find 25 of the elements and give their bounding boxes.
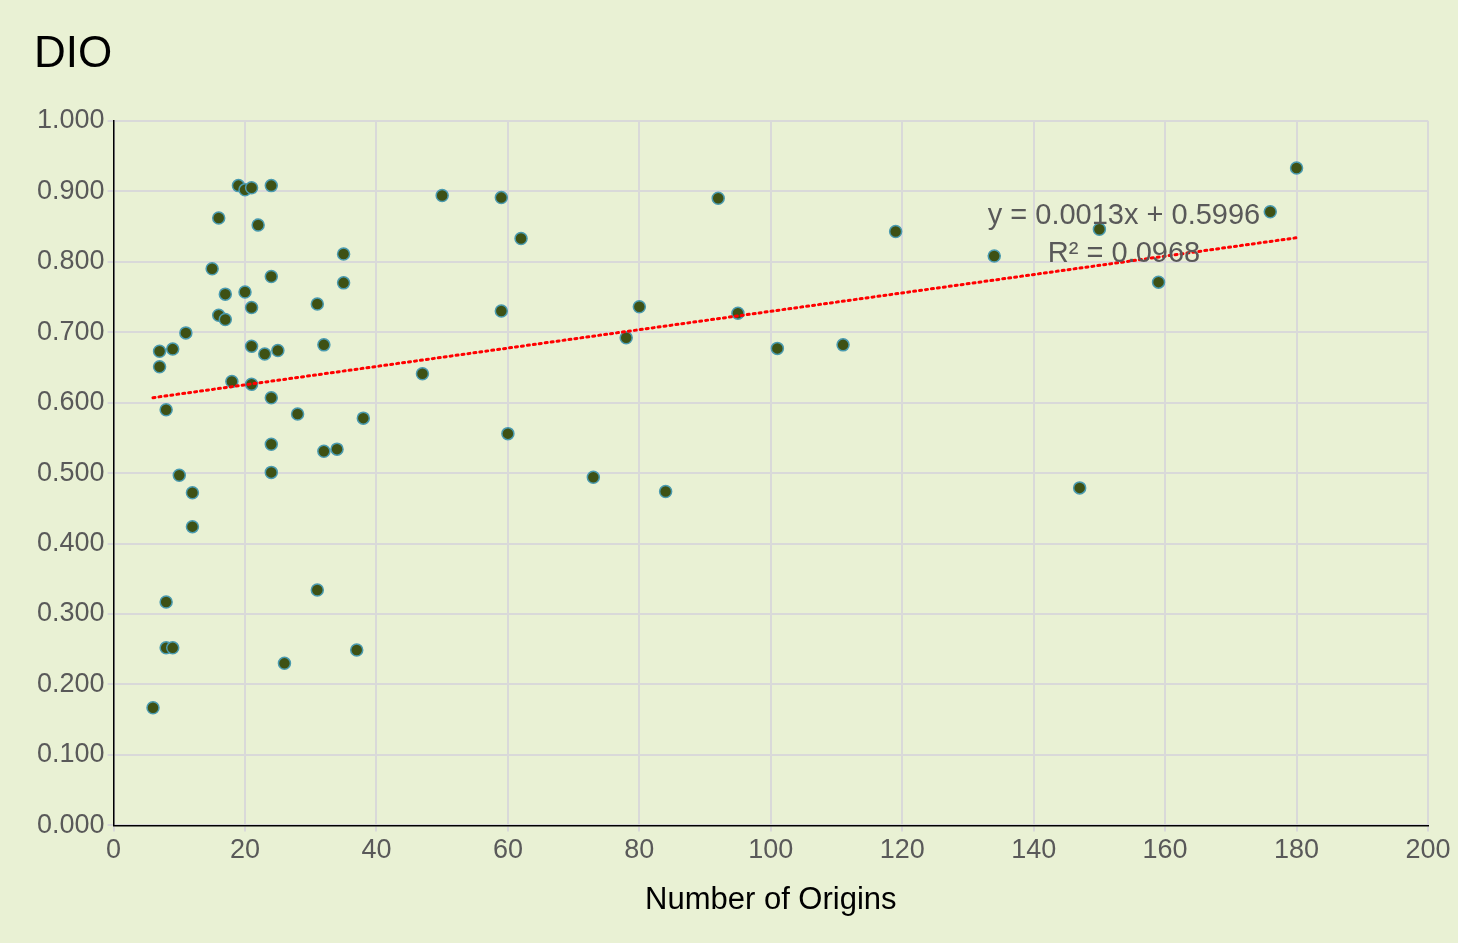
x-tick-label: 40 bbox=[361, 834, 392, 865]
x-tick-label: 140 bbox=[1011, 834, 1057, 865]
x-tick-label: 200 bbox=[1405, 834, 1451, 865]
x-tick-label: 20 bbox=[229, 834, 261, 865]
x-tick-label: 180 bbox=[1274, 834, 1320, 865]
x-tick-label: 120 bbox=[879, 834, 925, 865]
y-tick-label: 0.900 bbox=[36, 174, 105, 205]
y-tick-label: 0.300 bbox=[36, 597, 105, 628]
x-tick-label: 80 bbox=[624, 834, 655, 865]
x-axis-title: Number of Origins bbox=[645, 880, 897, 916]
y-tick-label: 0.700 bbox=[36, 315, 105, 346]
y-tick-label: 0.100 bbox=[36, 738, 105, 769]
x-tick-label: 160 bbox=[1142, 834, 1188, 865]
y-tick-label: 0.800 bbox=[36, 245, 105, 276]
y-tick-label: 0.000 bbox=[36, 808, 105, 839]
y-tick-label: 1.000 bbox=[36, 104, 105, 135]
chart-title: DIO bbox=[34, 26, 113, 76]
x-tick-label: 100 bbox=[748, 834, 794, 865]
y-tick-label: 0.500 bbox=[36, 456, 105, 487]
annotation: y = 0.0013x + 0.5996 bbox=[987, 197, 1261, 230]
y-tick-label: 0.200 bbox=[36, 667, 105, 698]
x-tick-label: 0 bbox=[106, 834, 122, 865]
y-tick-label: 0.400 bbox=[36, 527, 105, 558]
y-tick-label: 0.600 bbox=[36, 386, 105, 417]
x-tick-label: 60 bbox=[492, 834, 523, 865]
